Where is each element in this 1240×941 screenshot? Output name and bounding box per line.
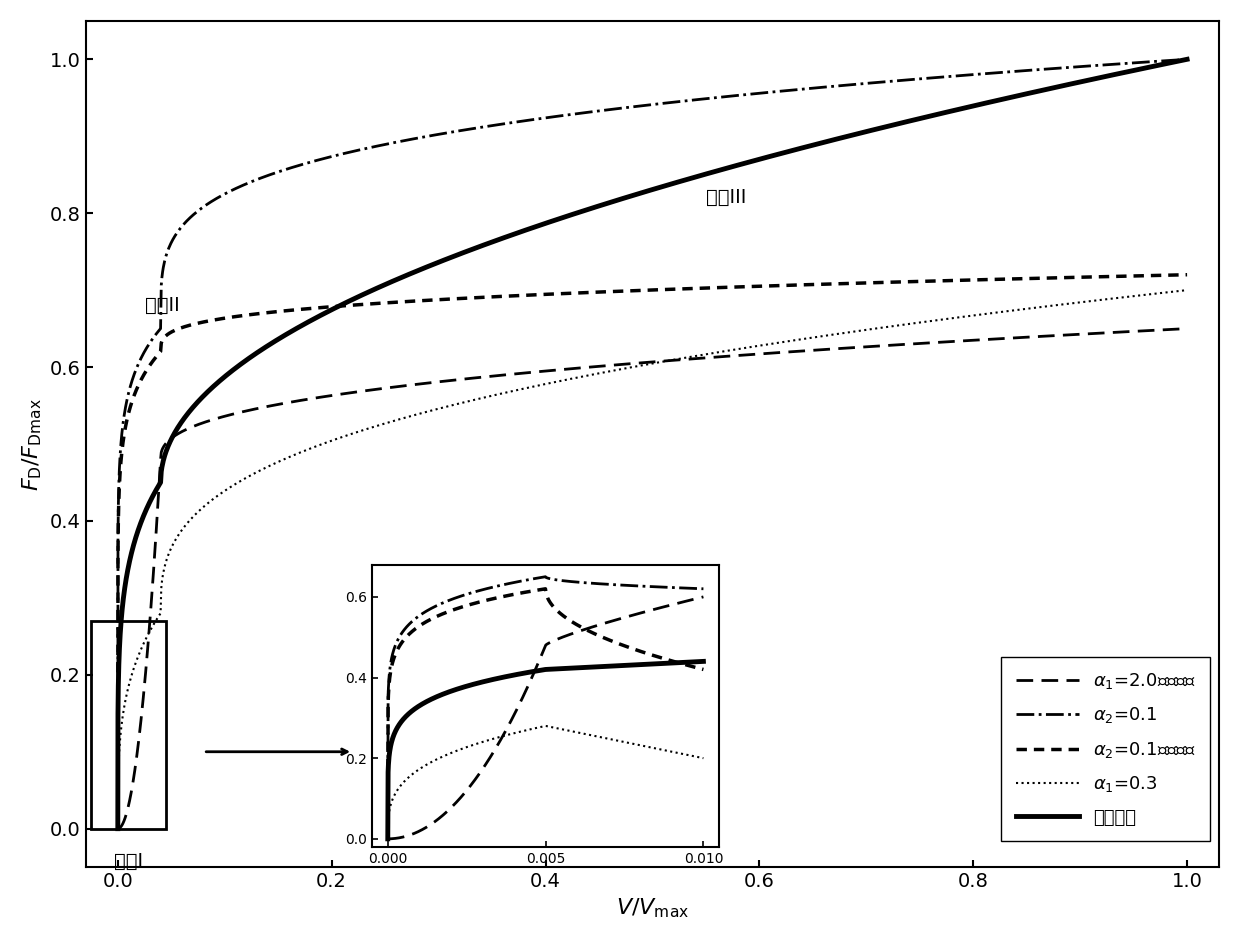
α₁=2.0调整曲线 — [476, 372, 491, 383]
Text: 阶段III: 阶段III — [706, 188, 746, 207]
Line: α₂=0.1: α₂=0.1 — [118, 59, 1187, 829]
目标曲线 — [1140, 62, 1154, 73]
α₁=0.3 — [476, 392, 491, 404]
α₂=0.1调整曲线 — [440, 294, 455, 305]
α₁=0.3 — [1140, 289, 1154, 300]
目标曲线 — [110, 823, 125, 835]
目标曲线 — [889, 119, 904, 130]
α₁=0.3 — [440, 401, 455, 412]
Line: 目标曲线: 目标曲线 — [118, 59, 1187, 829]
Bar — [91, 621, 166, 829]
α₂=0.1 — [110, 823, 125, 835]
Y-axis label: $F_{\rm D}/F_{\rm Dmax}$: $F_{\rm D}/F_{\rm Dmax}$ — [21, 397, 45, 490]
目标曲线 — [440, 253, 455, 264]
α₁=0.3 — [1179, 284, 1194, 295]
α₂=0.1调整曲线 — [1140, 270, 1154, 281]
α₂=0.1调整曲线 — [1179, 269, 1194, 280]
Text: 阶段I: 阶段I — [114, 852, 143, 870]
α₁=2.0调整曲线 — [1179, 323, 1194, 334]
Line: α₂=0.1调整曲线: α₂=0.1调整曲线 — [118, 275, 1187, 829]
α₂=0.1调整曲线 — [889, 277, 904, 288]
α₂=0.1 — [440, 127, 455, 138]
目标曲线 — [119, 571, 134, 582]
目标曲线 — [1179, 54, 1194, 65]
α₁=2.0调整曲线 — [119, 807, 134, 819]
α₁=2.0调整曲线 — [1140, 325, 1154, 336]
α₂=0.1调整曲线 — [476, 292, 491, 303]
α₂=0.1 — [1140, 56, 1154, 68]
α₁=0.3 — [119, 689, 134, 700]
目标曲线 — [1140, 62, 1154, 73]
α₁=2.0调整曲线 — [110, 823, 125, 835]
Legend: $\alpha_1$=2.0调整曲线, $\alpha_2$=0.1, $\alpha_2$=0.1调整曲线, $\alpha_1$=0.3, 目标曲线: $\alpha_1$=2.0调整曲线, $\alpha_2$=0.1, $\al… — [1001, 657, 1210, 841]
α₂=0.1 — [1140, 56, 1154, 68]
α₂=0.1调整曲线 — [1140, 270, 1154, 281]
X-axis label: $V/V_{\rm max}$: $V/V_{\rm max}$ — [616, 897, 689, 920]
目标曲线 — [476, 239, 491, 250]
α₁=0.3 — [1140, 289, 1154, 300]
α₁=2.0调整曲线 — [889, 340, 904, 351]
Text: 阶段II: 阶段II — [145, 296, 180, 315]
Line: α₁=2.0调整曲线: α₁=2.0调整曲线 — [118, 328, 1187, 829]
Line: α₁=0.3: α₁=0.3 — [118, 290, 1187, 829]
α₂=0.1 — [1179, 54, 1194, 65]
α₂=0.1调整曲线 — [110, 823, 125, 835]
α₁=0.3 — [889, 320, 904, 331]
α₁=2.0调整曲线 — [440, 375, 455, 387]
α₂=0.1调整曲线 — [119, 416, 134, 427]
α₂=0.1 — [119, 396, 134, 407]
α₂=0.1 — [476, 121, 491, 133]
α₂=0.1 — [889, 75, 904, 87]
α₁=0.3 — [110, 823, 125, 835]
α₁=2.0调整曲线 — [1140, 325, 1154, 336]
